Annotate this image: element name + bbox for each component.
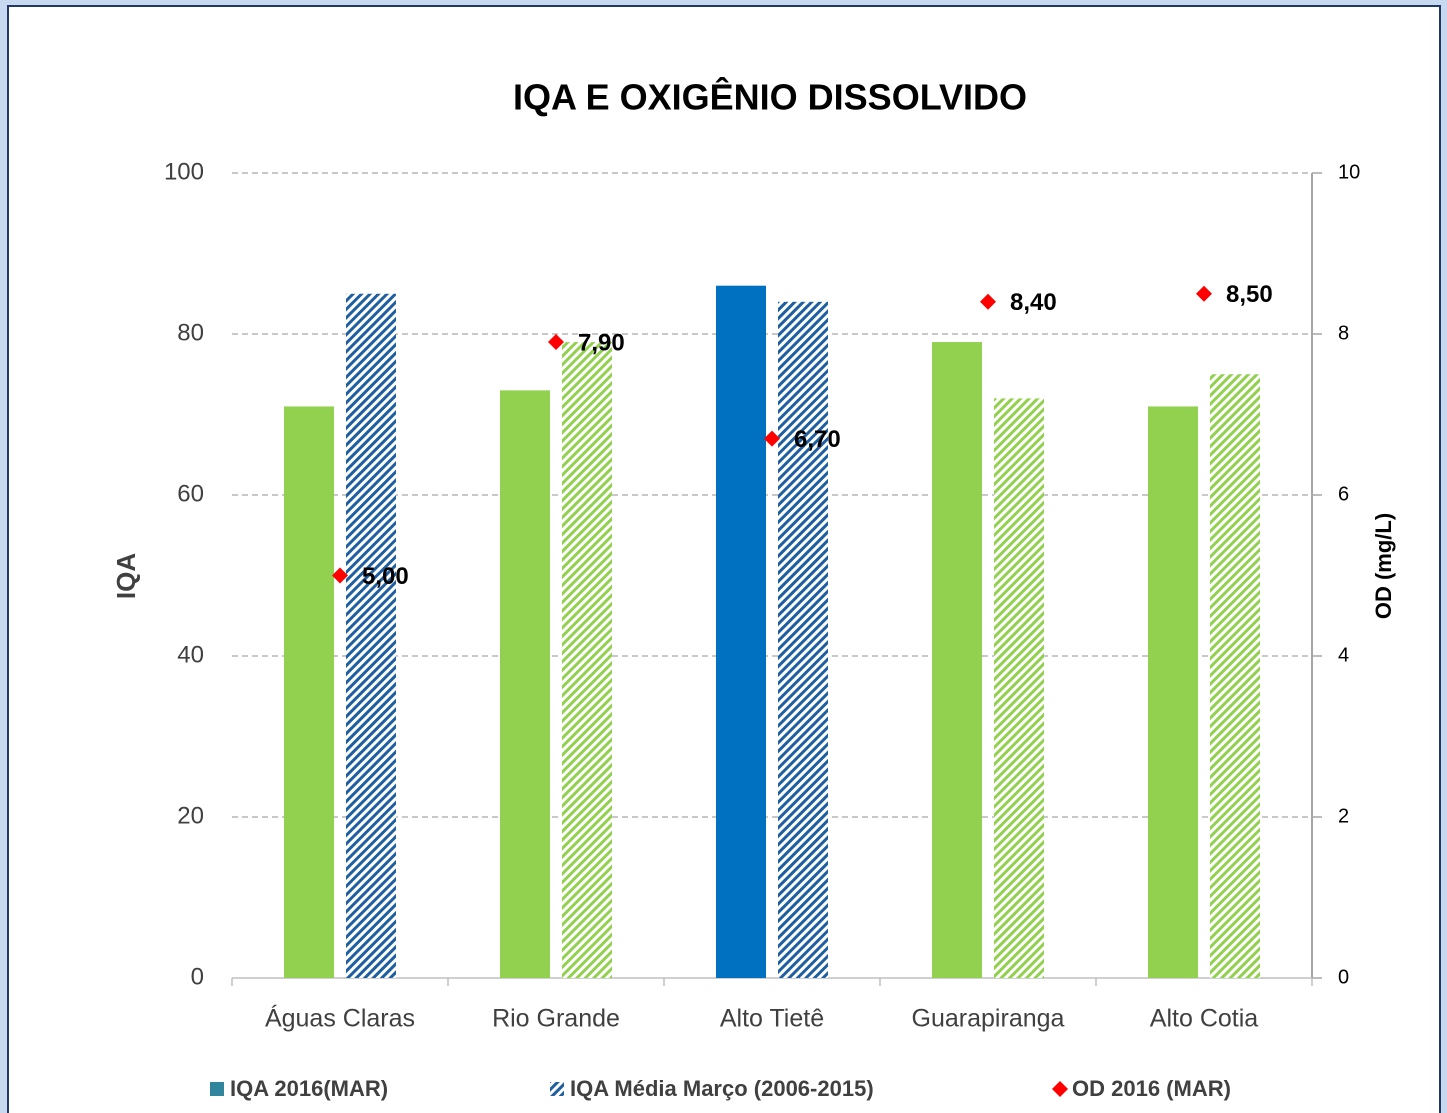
legend-marker <box>210 1082 224 1096</box>
data-label: 6,70 <box>794 426 841 453</box>
y2-tick-label: 2 <box>1338 805 1349 827</box>
legend-marker <box>550 1082 564 1096</box>
bar <box>284 406 334 978</box>
data-label: 5,00 <box>362 563 409 590</box>
bar <box>346 293 396 978</box>
data-label: 7,90 <box>578 329 625 356</box>
x-tick-label: Rio Grande <box>492 1005 620 1033</box>
y2-tick-label: 6 <box>1338 483 1349 505</box>
y2-axis-label: OD (mg/L) <box>1371 513 1396 619</box>
y2-tick-label: 0 <box>1338 966 1349 988</box>
data-label: 8,40 <box>1010 289 1057 316</box>
x-tick-label: Águas Claras <box>265 1004 415 1033</box>
od-marker <box>980 293 996 310</box>
y-tick-label: 60 <box>177 480 204 507</box>
y-tick-label: 20 <box>177 802 204 829</box>
bar <box>778 301 828 978</box>
legend-marker <box>1052 1081 1068 1097</box>
bar <box>932 342 982 978</box>
bar <box>994 398 1044 978</box>
bar <box>1210 374 1260 978</box>
legend-label: OD 2016 (MAR) <box>1072 1076 1231 1101</box>
bar <box>562 342 612 978</box>
od-marker <box>1196 285 1212 302</box>
y2-tick-label: 8 <box>1338 322 1349 344</box>
od-marker <box>764 430 780 447</box>
bar <box>1148 406 1198 978</box>
y-tick-label: 100 <box>164 158 204 185</box>
y2-tick-label: 10 <box>1338 161 1360 183</box>
bar <box>500 390 550 979</box>
od-marker <box>332 567 348 584</box>
x-tick-label: Alto Tietê <box>720 1005 824 1033</box>
x-tick-label: Alto Cotia <box>1150 1005 1258 1033</box>
od-marker <box>548 334 564 351</box>
y-tick-label: 80 <box>177 319 204 346</box>
x-tick-label: Guarapiranga <box>912 1005 1065 1033</box>
legend-label: IQA 2016(MAR) <box>230 1076 388 1101</box>
data-label: 8,50 <box>1226 281 1273 308</box>
y2-tick-label: 4 <box>1338 644 1349 666</box>
y-axis-label: IQA <box>111 553 141 599</box>
y-tick-label: 40 <box>177 641 204 668</box>
chart-title: IQA E OXIGÊNIO DISSOLVIDO <box>513 76 1027 118</box>
bar <box>716 285 766 978</box>
y-tick-label: 0 <box>191 963 204 990</box>
legend-label: IQA Média Março (2006-2015) <box>570 1076 874 1101</box>
